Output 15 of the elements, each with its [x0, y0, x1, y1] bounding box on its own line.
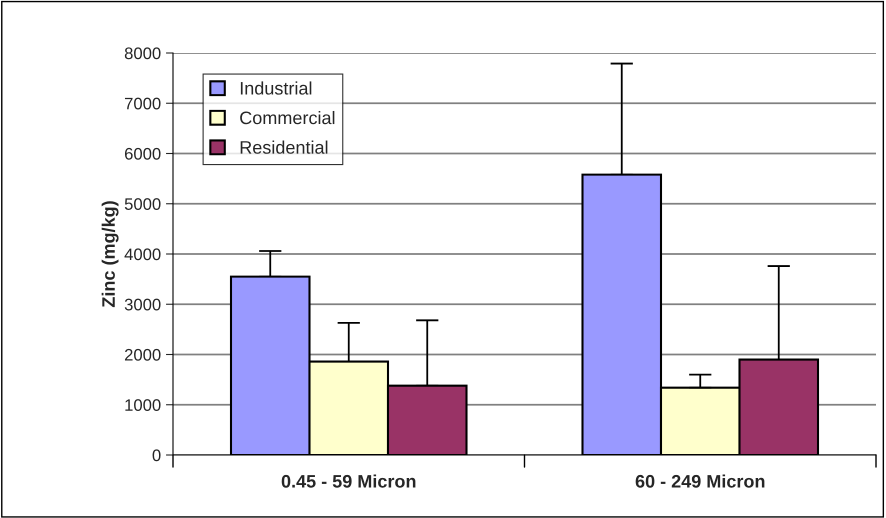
- legend-label: Commercial: [240, 110, 334, 124]
- y-tick-label: 4000: [124, 248, 161, 260]
- y-tick-label: 1000: [125, 399, 161, 411]
- x-tick-label: 60 - 249 Micron: [636, 474, 764, 488]
- legend-label: Residential: [240, 140, 328, 154]
- y-tick-label: 5000: [124, 198, 161, 210]
- x-tick-label: 0.45 - 59 Micron: [282, 474, 416, 488]
- y-tick-label: 0: [152, 449, 161, 462]
- y-tick-label: 3000: [124, 298, 161, 310]
- y-axis-title: Zinc (mg/kg): [102, 201, 119, 308]
- y-tick-label: 2000: [124, 348, 161, 361]
- y-tick-label: 6000: [124, 148, 161, 160]
- y-tick-label: 7000: [124, 98, 161, 110]
- y-tick-label: 8000: [124, 47, 161, 60]
- legend-label: Industrial: [240, 81, 312, 95]
